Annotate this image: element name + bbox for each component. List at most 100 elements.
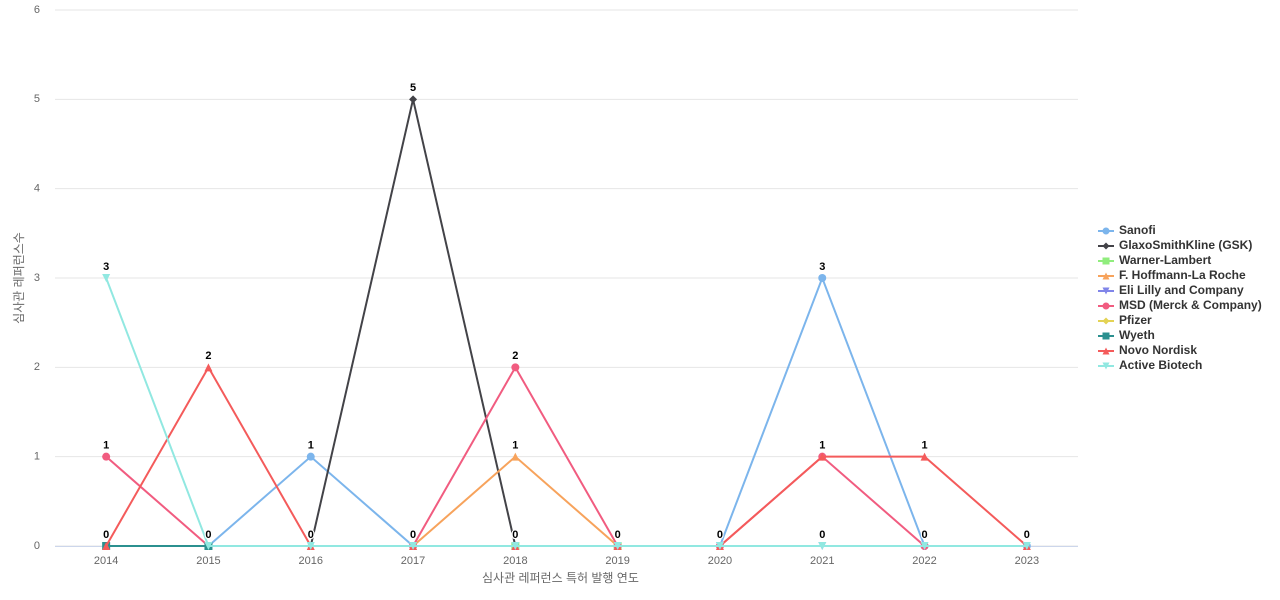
data-label: 0 bbox=[103, 529, 109, 541]
data-label: 0 bbox=[308, 529, 314, 541]
data-label: 1 bbox=[308, 440, 314, 452]
marker bbox=[1102, 332, 1110, 340]
x-tick-label: 2020 bbox=[708, 555, 732, 567]
marker bbox=[613, 542, 622, 550]
legend-label: Active Biotech bbox=[1119, 358, 1202, 372]
data-label: 0 bbox=[410, 529, 416, 541]
data-label: 0 bbox=[308, 529, 314, 541]
data-label: 0 bbox=[819, 529, 825, 541]
marker bbox=[920, 452, 929, 461]
legend-label: F. Hoffmann-La Roche bbox=[1119, 268, 1246, 282]
marker bbox=[1102, 227, 1110, 235]
data-label: 0 bbox=[1024, 529, 1030, 541]
x-tick-label: 2022 bbox=[912, 555, 936, 567]
legend-item[interactable]: MSD (Merck & Company) bbox=[1098, 298, 1262, 312]
marker bbox=[409, 95, 418, 104]
data-label: 0 bbox=[1024, 529, 1030, 541]
marker bbox=[409, 542, 418, 550]
x-tick-label: 2023 bbox=[1015, 555, 1039, 567]
x-tick-label: 2014 bbox=[94, 555, 118, 567]
legend-item[interactable]: Pfizer bbox=[1098, 313, 1152, 327]
data-label: 0 bbox=[410, 529, 416, 541]
legend-label: Novo Nordisk bbox=[1119, 343, 1197, 357]
y-axis-title: 심사관 레퍼런스수 bbox=[12, 232, 26, 324]
legend-item[interactable]: Novo Nordisk bbox=[1098, 343, 1197, 357]
data-label: 1 bbox=[819, 440, 825, 452]
series-line bbox=[105, 277, 1027, 547]
data-label: 0 bbox=[717, 529, 723, 541]
legend-label: Pfizer bbox=[1119, 313, 1152, 327]
series bbox=[102, 542, 213, 550]
series-line bbox=[309, 99, 517, 547]
data-label: 0 bbox=[1024, 529, 1030, 541]
data-label: 5 bbox=[410, 82, 416, 94]
data-label: 0 bbox=[512, 529, 518, 541]
legend-item[interactable]: Active Biotech bbox=[1098, 358, 1202, 372]
legend-item[interactable]: Sanofi bbox=[1098, 223, 1156, 237]
data-label: 0 bbox=[308, 529, 314, 541]
legend-label: GlaxoSmithKline (GSK) bbox=[1119, 238, 1252, 252]
data-label: 0 bbox=[512, 529, 518, 541]
data-label: 0 bbox=[717, 529, 723, 541]
marker bbox=[306, 542, 315, 550]
marker bbox=[920, 542, 929, 550]
series bbox=[204, 274, 1031, 550]
data-label: 0 bbox=[410, 529, 416, 541]
marker bbox=[204, 363, 213, 372]
marker bbox=[306, 452, 315, 461]
marker bbox=[102, 274, 111, 282]
marker bbox=[511, 542, 520, 550]
data-label: 0 bbox=[615, 529, 621, 541]
y-tick-label: 4 bbox=[34, 183, 40, 195]
legend-item[interactable]: GlaxoSmithKline (GSK) bbox=[1098, 238, 1252, 252]
data-label: 0 bbox=[410, 529, 416, 541]
data-label: 0 bbox=[512, 529, 518, 541]
data-label: 0 bbox=[921, 529, 927, 541]
data-label: 0 bbox=[615, 529, 621, 541]
legend-label: Eli Lilly and Company bbox=[1119, 283, 1244, 297]
data-label: 0 bbox=[921, 529, 927, 541]
data-label: 0 bbox=[205, 529, 211, 541]
marker bbox=[1102, 347, 1110, 355]
legend-item[interactable]: Eli Lilly and Company bbox=[1098, 283, 1244, 297]
marker bbox=[204, 542, 213, 550]
x-tick-label: 2017 bbox=[401, 555, 425, 567]
y-tick-label: 3 bbox=[34, 272, 40, 284]
data-label: 0 bbox=[512, 529, 518, 541]
data-label: 0 bbox=[819, 529, 825, 541]
legend-item[interactable]: F. Hoffmann-La Roche bbox=[1098, 268, 1246, 282]
marker bbox=[1102, 302, 1110, 310]
data-label: 0 bbox=[512, 529, 518, 541]
marker bbox=[715, 542, 724, 550]
marker bbox=[1022, 542, 1031, 550]
data-label: 0 bbox=[103, 529, 109, 541]
data-label: 0 bbox=[717, 529, 723, 541]
x-tick-label: 2015 bbox=[196, 555, 220, 567]
data-label: 0 bbox=[615, 529, 621, 541]
data-label: 0 bbox=[717, 529, 723, 541]
marker bbox=[511, 363, 520, 372]
data-label: 1 bbox=[921, 440, 927, 452]
legend-item[interactable]: Warner-Lambert bbox=[1098, 253, 1211, 267]
data-label: 2 bbox=[205, 350, 211, 362]
legend-label: MSD (Merck & Company) bbox=[1119, 298, 1262, 312]
marker bbox=[818, 542, 827, 550]
legend-item[interactable]: Wyeth bbox=[1098, 328, 1155, 342]
data-label: 0 bbox=[615, 529, 621, 541]
y-tick-label: 6 bbox=[34, 4, 40, 16]
series-line bbox=[207, 275, 1027, 547]
x-axis-title: 심사관 레퍼런스 특허 발행 연도 bbox=[482, 570, 639, 585]
y-tick-label: 1 bbox=[34, 451, 40, 463]
marker bbox=[1102, 317, 1110, 325]
data-label: 0 bbox=[410, 529, 416, 541]
marker bbox=[818, 452, 827, 461]
x-tick-label: 2018 bbox=[503, 555, 527, 567]
data-label: 0 bbox=[205, 529, 211, 541]
marker bbox=[1102, 287, 1110, 295]
data-label: 0 bbox=[615, 529, 621, 541]
x-tick-label: 2021 bbox=[810, 555, 834, 567]
series bbox=[102, 274, 1031, 550]
marker bbox=[1102, 272, 1110, 280]
